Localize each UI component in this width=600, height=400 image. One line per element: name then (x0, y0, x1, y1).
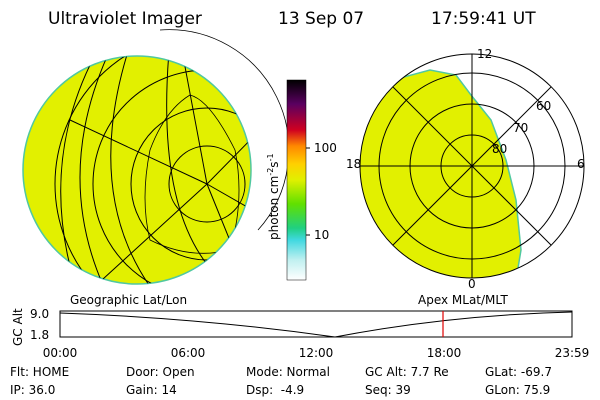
date: 13 Sep 07 (278, 9, 364, 29)
title: Ultraviolet Imager (48, 9, 202, 29)
colorbar-scale (286, 79, 307, 281)
lat-label: 70 (513, 121, 528, 135)
axis-label: GC Alt (11, 308, 25, 346)
timeline-frame (59, 310, 573, 338)
polar-image: 12 18 6 0 60 70 80 (346, 47, 585, 291)
colorbar-tick-label: 100 (314, 141, 337, 155)
lat-label: 80 (492, 142, 507, 156)
polar-grid (359, 53, 585, 279)
colorbar-tick-label: 10 (314, 228, 329, 242)
x-tick-label: 00:00 (43, 346, 78, 360)
mlt-label: 0 (468, 277, 476, 291)
altitude-curve (59, 311, 573, 338)
info-field: GLat: -69.7 (485, 365, 552, 379)
info-field: Door: Open (126, 365, 195, 379)
timeline-label: Apex MLat/MLT (418, 293, 508, 307)
time: 17:59:41 UT (431, 9, 536, 29)
timeline-label: Geographic Lat/Lon (70, 293, 187, 307)
mlt-label: 18 (346, 157, 361, 171)
info-field: GC Alt: 7.7 Re (365, 365, 449, 379)
colorbar-label: photon cm-2s-1 (266, 153, 281, 240)
geographic-image (22, 29, 290, 285)
mlt-label: 12 (477, 47, 492, 61)
aurora-region (360, 69, 522, 278)
mlt-label: 6 (577, 157, 585, 171)
lat-label: 60 (536, 99, 551, 113)
x-tick-label: 12:00 (299, 346, 334, 360)
timeline: Geographic Lat/Lon Apex MLat/MLT GC Alt … (11, 293, 589, 360)
y-tick-label: 9.0 (30, 307, 49, 321)
colorbar: 100 10 photon cm-2s-1 (266, 79, 337, 281)
x-tick-label: 06:00 (171, 346, 206, 360)
info-field: GLon: 75.9 (485, 383, 550, 397)
y-tick-label: 1.8 (30, 328, 49, 342)
info-field: IP: 36.0 (10, 383, 55, 397)
info-field: Mode: Normal (246, 365, 330, 379)
info-field: Seq: 39 (365, 383, 411, 397)
info-panel: Flt: HOME IP: 36.0 Door: Open Gain: 14 M… (10, 365, 552, 397)
info-field: Flt: HOME (10, 365, 69, 379)
image-disk (22, 55, 252, 285)
info-field: Gain: 14 (126, 383, 177, 397)
x-tick-label: 18:00 (427, 346, 462, 360)
x-tick-label: 23:59 (555, 346, 590, 360)
info-field: Dsp: -4.9 (246, 383, 304, 397)
